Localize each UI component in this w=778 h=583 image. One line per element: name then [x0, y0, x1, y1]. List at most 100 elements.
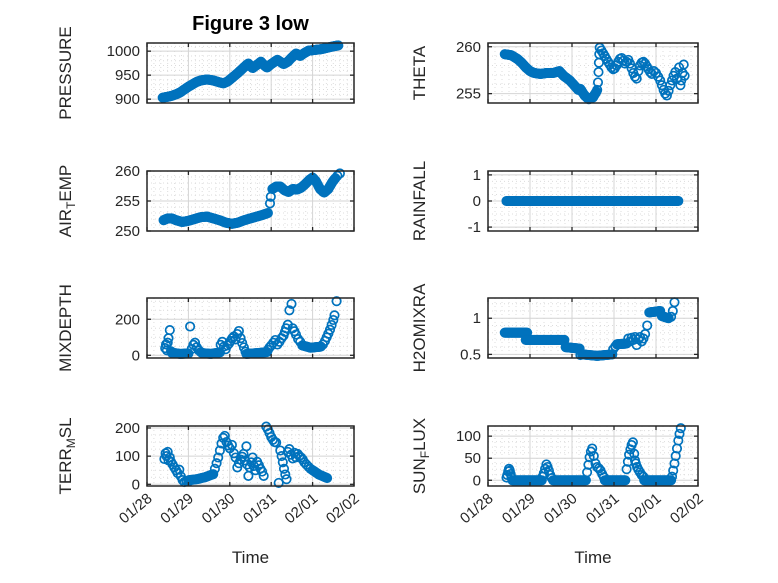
axes-box: [487, 42, 699, 104]
data-series-mixdepth: [160, 296, 342, 359]
data-point: [624, 58, 636, 69]
data-point: [633, 66, 644, 77]
y-tick-label: 950: [115, 67, 140, 84]
subplot-h2omixra: 0.5 1 H2OMIXRA: [410, 283, 699, 372]
data-point: [211, 458, 222, 469]
data-point: [189, 337, 201, 348]
y-axis-label-text: TERR: [56, 448, 75, 494]
data-point: [584, 452, 595, 463]
data-point: [638, 333, 649, 344]
data-point: [627, 437, 638, 448]
y-tick-label: 0: [132, 476, 140, 493]
data-point: [278, 463, 290, 474]
subplot-sun-flux: 0 50 100 SUNFLUX 01/28 01/29 01/30 01/31 02/01 02…: [410, 418, 707, 567]
data-point: [262, 207, 273, 219]
data-point: [237, 337, 248, 349]
data-point: [160, 339, 172, 350]
data-point: [174, 464, 185, 475]
data-point: [162, 337, 173, 348]
axes-box: [146, 297, 355, 359]
x-tick-label: 01/29: [157, 490, 197, 527]
y-tick-label: 0.5: [460, 346, 481, 363]
axes-box: [487, 425, 699, 487]
tick-marks: [487, 171, 699, 231]
data-point: [655, 75, 666, 86]
y-axis-label-terr-msl: TERRMSL: [56, 417, 78, 494]
tick-marks: [146, 298, 355, 358]
data-point: [620, 475, 631, 486]
x-tick-label: 01/30: [199, 490, 239, 527]
x-axis-label-time: Time: [574, 548, 611, 567]
tick-marks: [487, 298, 699, 358]
data-point: [592, 77, 604, 88]
data-series-h2omixra: [499, 297, 680, 361]
y-axis-label-text: THETA: [410, 45, 429, 100]
x-tick-label: 01/29: [499, 490, 539, 527]
y-tick-label: 200: [115, 311, 140, 328]
subplot-air-temp: 250 255 260 AIRTEMP: [56, 163, 355, 240]
axes-box: [487, 297, 699, 359]
y-tick-label: 1000: [107, 43, 140, 60]
data-series-air-temp: [158, 168, 345, 229]
axes-box: [146, 42, 355, 104]
y-axis-label-h2omixra: H2OMIXRA: [410, 283, 429, 372]
data-point: [271, 437, 282, 448]
y-tick-label: 255: [456, 86, 481, 103]
y-tick-label: 200: [115, 420, 140, 437]
data-point: [646, 68, 657, 79]
figure-title: Figure 3 low: [192, 13, 309, 35]
data-point: [665, 80, 676, 91]
y-tick-label: 100: [115, 448, 140, 465]
x-tick-label: 01/28: [116, 490, 156, 527]
y-axis-label-theta: THETA: [410, 45, 429, 100]
y-axis-label-text: SL: [56, 417, 75, 438]
y-axis-label-text: PRESSURE: [56, 26, 75, 120]
y-tick-label: 0: [473, 193, 481, 210]
data-series-sun-flux: [501, 423, 686, 486]
data-point: [277, 457, 288, 468]
y-tick-label: 1: [473, 310, 481, 327]
y-axis-label-text: EMP: [56, 165, 75, 202]
y-tick-label: 255: [115, 193, 140, 210]
data-point: [675, 80, 686, 91]
subplot-theta: 255 260 THETA: [410, 39, 699, 105]
data-point: [241, 441, 252, 452]
y-axis-label-text: MIXDEPTH: [56, 284, 75, 372]
data-point: [668, 465, 679, 476]
tick-marks: [146, 426, 355, 486]
data-point: [258, 470, 269, 481]
y-axis-label-text: H2OMIXRA: [410, 283, 429, 372]
y-axis-label-mixdepth: MIXDEPTH: [56, 284, 75, 372]
y-tick-label: 260: [115, 163, 140, 180]
minor-grid: [488, 298, 698, 358]
x-tick-label: 02/01: [281, 490, 321, 527]
data-point: [334, 168, 345, 179]
data-point: [280, 469, 291, 480]
y-axis-label-subscript: F: [418, 451, 432, 458]
minor-grid: [488, 171, 698, 231]
tick-marks: [146, 43, 355, 103]
x-tick-label: 01/31: [583, 490, 623, 527]
y-axis-label-subscript: M: [64, 438, 78, 448]
x-tick-label: 01/31: [240, 490, 280, 527]
y-axis-label-text: AIR: [56, 209, 75, 237]
data-point: [219, 430, 230, 441]
tick-marks: [487, 43, 699, 103]
data-point: [214, 445, 225, 456]
data-point: [673, 435, 684, 446]
y-axis-label-sun-flux: SUNFLUX: [410, 418, 432, 494]
data-point: [663, 85, 674, 96]
data-point: [331, 296, 342, 307]
data-point: [264, 198, 276, 209]
data-point: [333, 40, 344, 51]
tick-marks: [146, 170, 355, 232]
x-tick-label: 01/30: [541, 490, 581, 527]
data-point: [209, 463, 220, 474]
data-series-pressure: [157, 40, 344, 103]
subplot-pressure: 900 950 1000 PRESSURE: [56, 26, 355, 120]
data-point: [629, 448, 640, 459]
data-series-theta: [499, 42, 690, 105]
data-point: [329, 310, 340, 321]
